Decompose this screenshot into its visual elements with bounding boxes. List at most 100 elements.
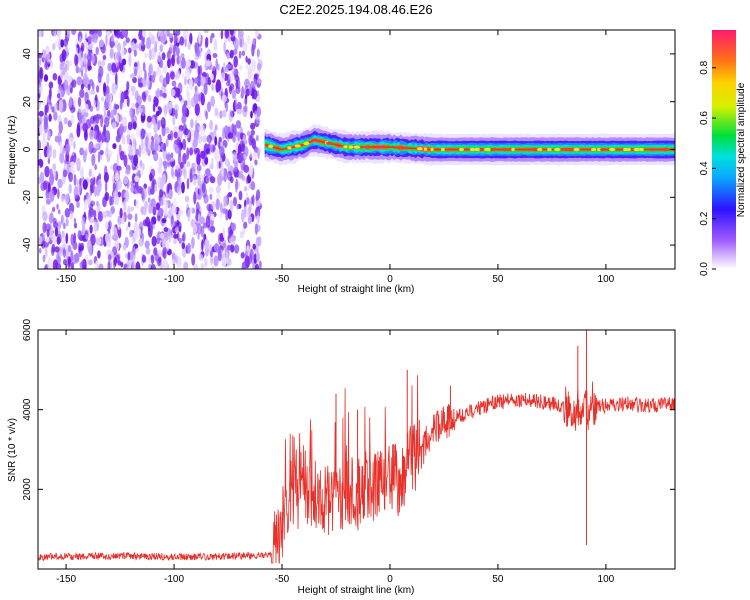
noise-speck — [229, 30, 234, 36]
noise-speck — [129, 250, 134, 261]
noise-speck — [235, 180, 238, 193]
noise-speck — [247, 206, 252, 218]
noise-speck — [135, 199, 140, 209]
noise-speck — [140, 128, 146, 140]
colorbar-gradient — [712, 30, 736, 269]
noise-speck — [157, 120, 161, 131]
noise-speck — [219, 141, 224, 147]
noise-speck — [97, 211, 103, 222]
noise-speck — [131, 260, 135, 269]
noise-speck — [125, 169, 131, 175]
noise-speck — [48, 113, 52, 122]
noise-speck — [256, 78, 262, 84]
noise-speck — [87, 83, 91, 91]
ridge-peak — [507, 147, 513, 152]
noise-speck — [109, 48, 114, 59]
x-tick-label: 50 — [492, 274, 504, 285]
noise-speck — [79, 122, 84, 132]
noise-speck — [179, 36, 185, 46]
noise-speck — [84, 103, 89, 114]
noise-speck — [59, 142, 63, 154]
ridge-peak — [590, 147, 597, 152]
noise-speck — [223, 243, 226, 249]
noise-speck — [234, 74, 240, 82]
noise-speck — [153, 151, 159, 162]
noise-speck — [111, 121, 117, 129]
noise-speck — [176, 231, 180, 241]
noise-speck — [80, 166, 85, 179]
noise-speck — [158, 207, 164, 216]
noise-speck — [127, 221, 131, 228]
noise-speck — [186, 178, 190, 190]
ridge-peak — [479, 147, 484, 152]
noise-speck — [214, 107, 219, 117]
noise-speck — [61, 236, 67, 245]
noise-speck — [235, 142, 239, 153]
noise-speck — [87, 245, 91, 254]
noise-speck — [205, 59, 211, 68]
noise-speck — [50, 228, 54, 241]
noise-speck — [238, 170, 243, 179]
noise-speck — [128, 53, 132, 67]
ridge-peak — [511, 147, 515, 152]
noise-speck — [156, 237, 161, 245]
noise-speck — [174, 104, 179, 113]
noise-speck — [112, 143, 117, 150]
noise-speck — [105, 93, 111, 103]
noise-speck — [192, 138, 198, 148]
noise-speck — [43, 116, 49, 130]
noise-speck — [117, 42, 122, 53]
noise-speck — [192, 175, 197, 186]
noise-speck — [135, 247, 139, 253]
x-tick-label: 0 — [387, 274, 393, 285]
noise-speck — [189, 168, 193, 179]
noise-speck — [49, 173, 55, 186]
noise-speck — [173, 131, 178, 139]
x-tick-label: -100 — [164, 274, 184, 285]
noise-speck — [172, 115, 176, 126]
noise-speck — [130, 133, 136, 144]
noise-speck — [48, 212, 54, 224]
noise-speck — [151, 236, 157, 247]
noise-speck — [142, 61, 146, 72]
noise-speck — [223, 125, 229, 137]
noise-speck — [127, 213, 133, 220]
noise-speck — [77, 104, 83, 113]
noise-speck — [119, 123, 124, 136]
noise-speck — [206, 203, 212, 212]
noise-speck — [214, 136, 218, 146]
noise-speck — [47, 182, 51, 193]
noise-speck — [222, 109, 227, 118]
noise-speck — [42, 254, 46, 263]
noise-speck — [161, 52, 166, 61]
noise-speck — [169, 130, 174, 141]
noise-speck — [210, 65, 216, 72]
noise-speck — [160, 117, 166, 129]
noise-speck — [67, 244, 72, 253]
ridge-peak — [430, 147, 434, 151]
noise-speck — [203, 30, 209, 34]
noise-speck — [126, 96, 130, 108]
chart-title: C2E2.2025.194.08.46.E26 — [279, 2, 432, 17]
noise-speck — [106, 241, 111, 248]
noise-speck — [170, 89, 176, 97]
noise-speck — [50, 247, 55, 256]
noise-speck — [213, 255, 219, 267]
noise-speck — [83, 150, 87, 163]
noise-speck — [174, 169, 178, 177]
noise-speck — [142, 30, 147, 38]
noise-speck — [63, 259, 67, 266]
colorbar-tick-label: 0.8 — [699, 60, 710, 74]
noise-speck — [148, 257, 152, 264]
noise-speck — [83, 111, 89, 118]
noise-speck — [39, 124, 43, 136]
noise-speck — [82, 73, 88, 86]
noise-speck — [205, 110, 208, 120]
noise-speck — [89, 218, 95, 224]
noise-speck — [175, 46, 180, 57]
noise-speck — [204, 157, 208, 165]
noise-speck — [157, 257, 162, 267]
noise-speck — [58, 220, 62, 229]
noise-speck — [255, 215, 260, 221]
noise-speck — [146, 76, 150, 89]
